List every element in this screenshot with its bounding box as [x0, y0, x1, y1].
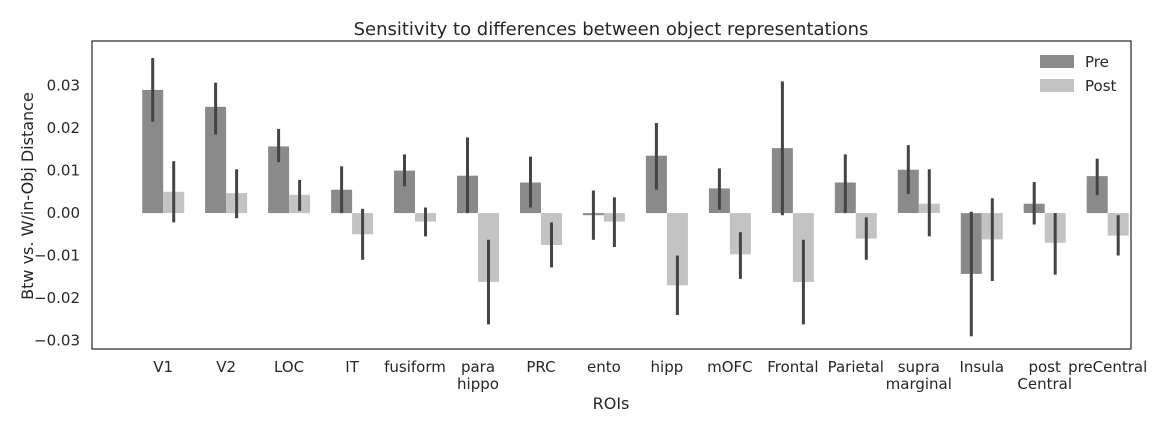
y-tick-label: 0.00 — [47, 204, 80, 222]
plot-frame — [91, 40, 1132, 350]
x-tick-label-line: Central — [1017, 375, 1072, 393]
x-tick-label-line: post — [1028, 358, 1061, 376]
bar-pre-v2 — [205, 106, 227, 213]
y-axis-label: Btw vs. W/in-Obj Distance — [18, 92, 37, 300]
x-tick-label-line: marginal — [886, 375, 952, 393]
x-tick-label-line: mOFC — [707, 358, 753, 376]
x-tick-label-line: hippo — [457, 375, 499, 393]
x-axis-label: ROIs — [593, 394, 630, 413]
x-tick-label-line: Insula — [959, 358, 1004, 376]
bars-layer — [142, 89, 1129, 286]
x-tick-label: preCentral — [1068, 358, 1147, 376]
x-tick-label-line: ento — [587, 358, 621, 376]
x-tick-label: mOFC — [707, 358, 753, 376]
x-tick-label: supra marginal — [886, 358, 952, 393]
x-tick-label: V1 — [153, 358, 173, 376]
y-tick-label: −0.02 — [34, 289, 80, 307]
bar-post-hipp — [666, 213, 688, 286]
x-tick-label-line: LOC — [274, 358, 304, 376]
legend-label-post: Post — [1085, 77, 1117, 95]
x-tick-label-line: Parietal — [828, 358, 884, 376]
x-tick-label: hipp — [651, 358, 684, 376]
x-tick-label: Frontal — [767, 358, 818, 376]
x-tick-label: V2 — [216, 358, 236, 376]
x-tick-label-line: Frontal — [767, 358, 818, 376]
y-tick-label: 0.03 — [47, 77, 80, 95]
x-tick-label-line: fusiform — [384, 358, 446, 376]
x-tick-label-line: preCentral — [1068, 358, 1147, 376]
x-tick-label: LOC — [274, 358, 304, 376]
x-tick-label-line: para — [461, 358, 495, 376]
legend-swatch-post — [1040, 79, 1074, 92]
chart-title: Sensitivity to differences between objec… — [354, 19, 869, 40]
y-ticks: −0.03 −0.02 −0.01 0.00 0.01 0.02 0.03 — [34, 77, 80, 350]
y-tick-label: 0.02 — [47, 119, 80, 137]
legend: Pre Post — [1040, 53, 1117, 95]
x-tick-label: PRC — [526, 358, 555, 376]
x-tick-label: para hippo — [457, 358, 499, 393]
x-tick-label: post Central — [1017, 358, 1072, 393]
x-ticks: V1 V2 LOC IT fusiform para hippo PRC ento hipp mOF… — [153, 358, 1147, 393]
x-tick-label: Parietal — [828, 358, 884, 376]
y-tick-label: −0.03 — [34, 332, 80, 350]
x-tick-label-line: IT — [345, 358, 359, 376]
bar-pre-loc — [268, 146, 290, 214]
x-tick-label-line: V2 — [216, 358, 236, 376]
x-tick-label-line: supra — [898, 358, 940, 376]
y-tick-label: 0.01 — [47, 162, 80, 180]
legend-label-pre: Pre — [1085, 53, 1109, 71]
x-tick-label-line: hipp — [651, 358, 684, 376]
x-tick-label-line: PRC — [526, 358, 555, 376]
x-tick-label: fusiform — [384, 358, 446, 376]
error-bars-layer — [151, 58, 1120, 337]
x-tick-label: IT — [345, 358, 359, 376]
x-tick-label: ento — [587, 358, 621, 376]
y-tick-label: −0.01 — [34, 247, 80, 265]
bar-pre-fusiform — [394, 170, 415, 214]
x-tick-label-line: V1 — [153, 358, 173, 376]
legend-swatch-pre — [1040, 55, 1074, 68]
bar-pre-v1 — [142, 89, 164, 214]
x-tick-label: Insula — [959, 358, 1004, 376]
